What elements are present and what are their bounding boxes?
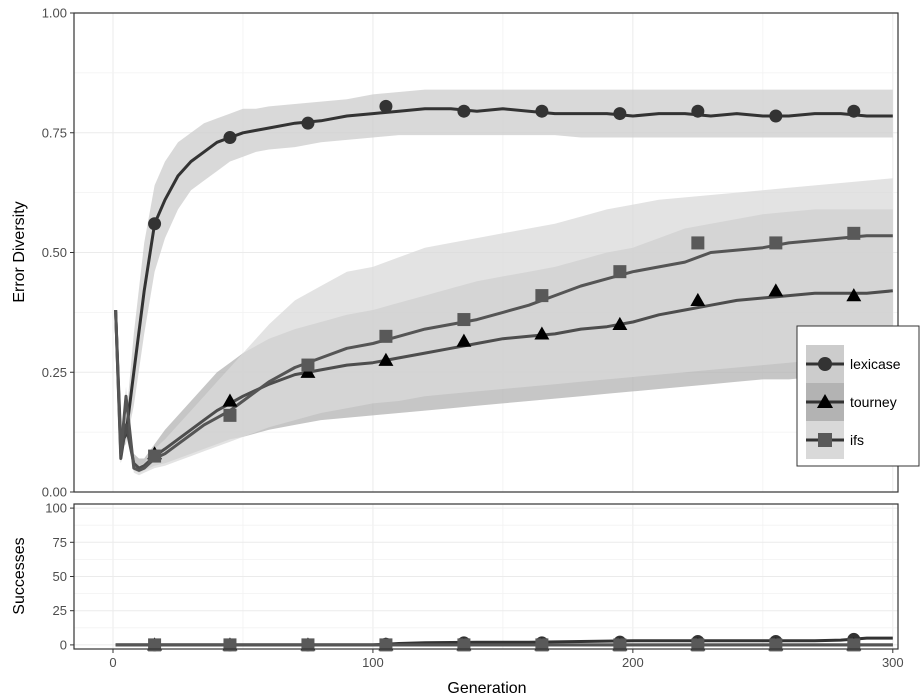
y-tick-label: 0.75 xyxy=(42,125,67,140)
marker-ifs xyxy=(847,638,861,652)
marker-lexicase xyxy=(769,109,783,123)
marker-ifs xyxy=(148,638,162,652)
marker-lexicase xyxy=(535,104,549,118)
marker-lexicase xyxy=(457,104,471,118)
marker-tourney xyxy=(846,288,862,302)
marker-ifs xyxy=(457,313,471,327)
band-ifs xyxy=(115,178,893,476)
marker-ifs xyxy=(691,638,705,652)
marker-ifs xyxy=(769,638,783,652)
marker-ifs xyxy=(301,358,315,372)
marker-lexicase xyxy=(301,116,315,130)
y-axis-title-bottom: Successes xyxy=(11,537,28,614)
marker-ifs xyxy=(301,638,315,652)
marker-ifs xyxy=(535,289,549,303)
marker-tourney xyxy=(690,292,706,307)
marker-ifs xyxy=(379,329,393,343)
marker-tourney xyxy=(378,352,394,366)
x-tick-label: 300 xyxy=(882,655,904,670)
y-tick-label: 1.00 xyxy=(42,6,67,21)
y-tick-label: 25 xyxy=(53,603,67,618)
legend-label-ifs: ifs xyxy=(850,432,864,448)
marker-ifs xyxy=(148,449,162,463)
marker-ifs xyxy=(223,638,237,652)
marker-tourney xyxy=(612,316,628,330)
y-axis-title-top: Error Diversity xyxy=(11,201,28,302)
legend: lexicase tourney ifs xyxy=(796,325,920,467)
marker-lexicase xyxy=(613,107,627,121)
x-axis-title: Generation xyxy=(447,680,526,697)
marker-ifs xyxy=(847,226,861,240)
x-tick-label: 0 xyxy=(109,655,116,670)
y-tick-label: 0.50 xyxy=(42,245,67,260)
marker-tourney xyxy=(456,333,472,347)
marker-lexicase xyxy=(691,104,705,118)
y-tick-label: 100 xyxy=(45,501,67,516)
series-line-lexicase xyxy=(114,107,893,446)
bottom-panel: 0 25 50 75 100 0 100 200 300 xyxy=(45,501,903,670)
y-tick-label: 75 xyxy=(53,535,67,550)
marker-tourney xyxy=(222,393,238,407)
y-tick-label: 0.00 xyxy=(42,485,67,500)
legend-marker-lexicase xyxy=(818,357,832,371)
series-line-lexicase xyxy=(115,636,893,647)
marker-lexicase xyxy=(379,99,393,113)
legend-label-lexicase: lexicase xyxy=(850,356,901,372)
marker-ifs xyxy=(613,638,627,652)
legend-label-tourney: tourney xyxy=(850,394,897,410)
legend-marker-tourney xyxy=(816,393,834,409)
marker-lexicase xyxy=(148,217,162,231)
y-tick-label: 50 xyxy=(53,569,67,584)
legend-marker-ifs xyxy=(818,433,832,447)
y-tick-label: 0 xyxy=(60,637,67,652)
top-panel: 0.00 0.25 0.50 0.75 1.00 xyxy=(42,6,899,500)
marker-ifs xyxy=(457,638,471,652)
x-tick-label: 200 xyxy=(622,655,644,670)
marker-ifs xyxy=(691,236,705,250)
marker-tourney xyxy=(768,283,784,297)
marker-ifs xyxy=(535,638,549,652)
x-tick-label: 100 xyxy=(362,655,384,670)
marker-lexicase xyxy=(847,104,861,118)
marker-ifs xyxy=(613,265,627,279)
marker-ifs xyxy=(223,408,237,422)
marker-lexicase xyxy=(223,131,237,145)
marker-ifs xyxy=(379,638,393,652)
y-tick-label: 0.25 xyxy=(42,365,67,380)
marker-tourney xyxy=(534,326,550,340)
band-lexicase xyxy=(115,89,893,449)
marker-ifs xyxy=(769,236,783,250)
